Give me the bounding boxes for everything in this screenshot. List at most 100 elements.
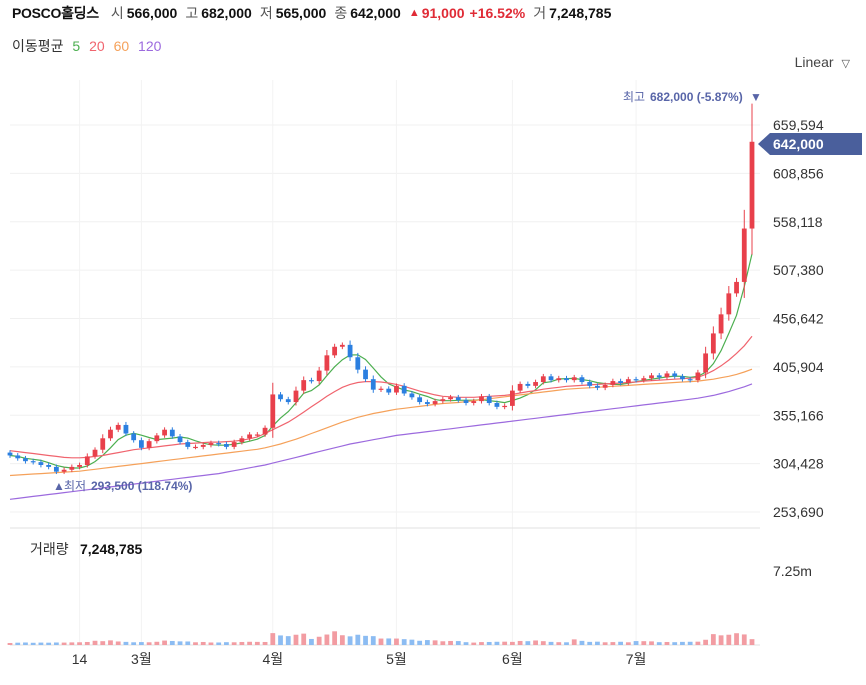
candle-body: [633, 379, 639, 381]
volume-bar: [38, 642, 44, 645]
volume-bar: [540, 641, 546, 645]
price-axis: 659,594 608,856 558,118 507,380 456,642 405,9…: [773, 117, 824, 520]
candles: [7, 103, 755, 475]
candle-body: [23, 458, 28, 462]
candle-body: [108, 429, 113, 439]
volume-bar: [262, 641, 268, 645]
volume-bar: [595, 641, 600, 645]
candle-body: [84, 456, 90, 465]
volume-bar: [455, 641, 461, 645]
volume-bar: [92, 640, 98, 645]
candle-body: [370, 379, 376, 390]
low-annotation-text: 293,500 (118.74%): [91, 479, 192, 493]
volume-bar: [254, 641, 260, 645]
candle-body: [571, 377, 577, 381]
low-label: 저: [259, 5, 273, 21]
volume-bar: [339, 635, 345, 645]
candle-body: [224, 444, 229, 447]
current-price-tag: [758, 133, 862, 155]
volume-bar: [687, 641, 693, 645]
candle-body: [7, 452, 13, 456]
candle-body: [394, 385, 399, 393]
candle-body: [610, 381, 616, 385]
candle-body: [741, 228, 747, 282]
candle-body: [448, 397, 453, 400]
candle-body: [247, 434, 253, 439]
volume-bar: [123, 641, 129, 645]
volume-bar: [703, 639, 709, 645]
current-price-label: 642,000: [773, 136, 824, 152]
volume-bar: [30, 642, 36, 645]
ma-legend-120[interactable]: 120: [138, 38, 162, 54]
candle-body: [115, 424, 121, 430]
volume-bar: [564, 642, 569, 645]
volume-bar: [324, 634, 330, 645]
volume-bar: [285, 636, 291, 645]
candle-body: [169, 429, 175, 437]
change-percent: +16.52%: [469, 5, 526, 21]
volume-bar: [154, 641, 160, 645]
time-tick-label: 3월: [131, 651, 152, 667]
ma-legend-20[interactable]: 20: [89, 38, 105, 54]
volume-bar: [517, 640, 523, 645]
chevron-down-icon: ▽: [841, 58, 850, 70]
volume-bar: [734, 633, 739, 645]
low-value: 565,000: [275, 5, 327, 21]
candle-body: [131, 433, 137, 441]
candle-body: [138, 440, 144, 448]
volume-bar: [15, 642, 21, 645]
volume-bar: [741, 634, 747, 645]
volume-bar: [193, 642, 198, 645]
volume-bar: [239, 641, 245, 645]
moving-average-legend: 이동평균 5 20 60 120: [12, 36, 166, 56]
low-annotation-prefix: 최저: [64, 479, 86, 493]
candle-body: [386, 388, 392, 393]
time-tick-label: 5월: [386, 651, 407, 667]
volume-bar: [479, 642, 484, 645]
time-tick-label: 14: [72, 651, 88, 667]
candle-body: [69, 466, 75, 470]
candle-body: [301, 380, 307, 391]
volume-bar: [363, 635, 368, 645]
volume-bars: [7, 631, 755, 645]
candle-body: [718, 314, 724, 334]
volume-bar: [100, 641, 106, 645]
candle-body: [564, 378, 569, 381]
volume-label: 거: [533, 5, 547, 21]
candle-body: [123, 424, 129, 434]
candle-body: [424, 402, 430, 404]
candle-body: [293, 390, 299, 403]
candle-body: [146, 441, 152, 448]
time-tick-label: 6월: [502, 651, 523, 667]
candle-body: [285, 399, 291, 403]
candle-body: [332, 346, 338, 356]
volume-bar: [216, 642, 222, 645]
low-annotation-arrow-icon: ▲: [53, 479, 65, 493]
volume-value: 7,248,785: [549, 5, 612, 21]
candle-body: [703, 353, 709, 373]
candle-body: [656, 375, 662, 378]
scale-select[interactable]: Linear ▽: [795, 54, 850, 70]
volume-bar: [633, 641, 639, 645]
volume-bar: [200, 641, 206, 645]
volume-bar: [309, 638, 314, 645]
volume-bar: [440, 641, 446, 645]
open-value: 566,000: [126, 5, 178, 21]
stock-name: POSCO홀딩스: [12, 5, 99, 21]
candle-body: [15, 455, 21, 459]
candle-body: [177, 436, 183, 443]
volume-bar: [471, 642, 477, 645]
candle-body: [278, 394, 283, 400]
volume-bar: [664, 641, 670, 645]
ma-legend-60[interactable]: 60: [113, 38, 130, 54]
ma-legend-5[interactable]: 5: [72, 38, 81, 54]
volume-bar: [618, 641, 624, 645]
volume-bar: [401, 639, 407, 645]
volume-bar: [61, 642, 67, 645]
candle-body: [710, 333, 716, 354]
volume-bar: [115, 641, 121, 645]
price-tick-label: 558,118: [773, 214, 823, 230]
volume-bar: [672, 642, 678, 645]
candle-body: [92, 449, 98, 457]
